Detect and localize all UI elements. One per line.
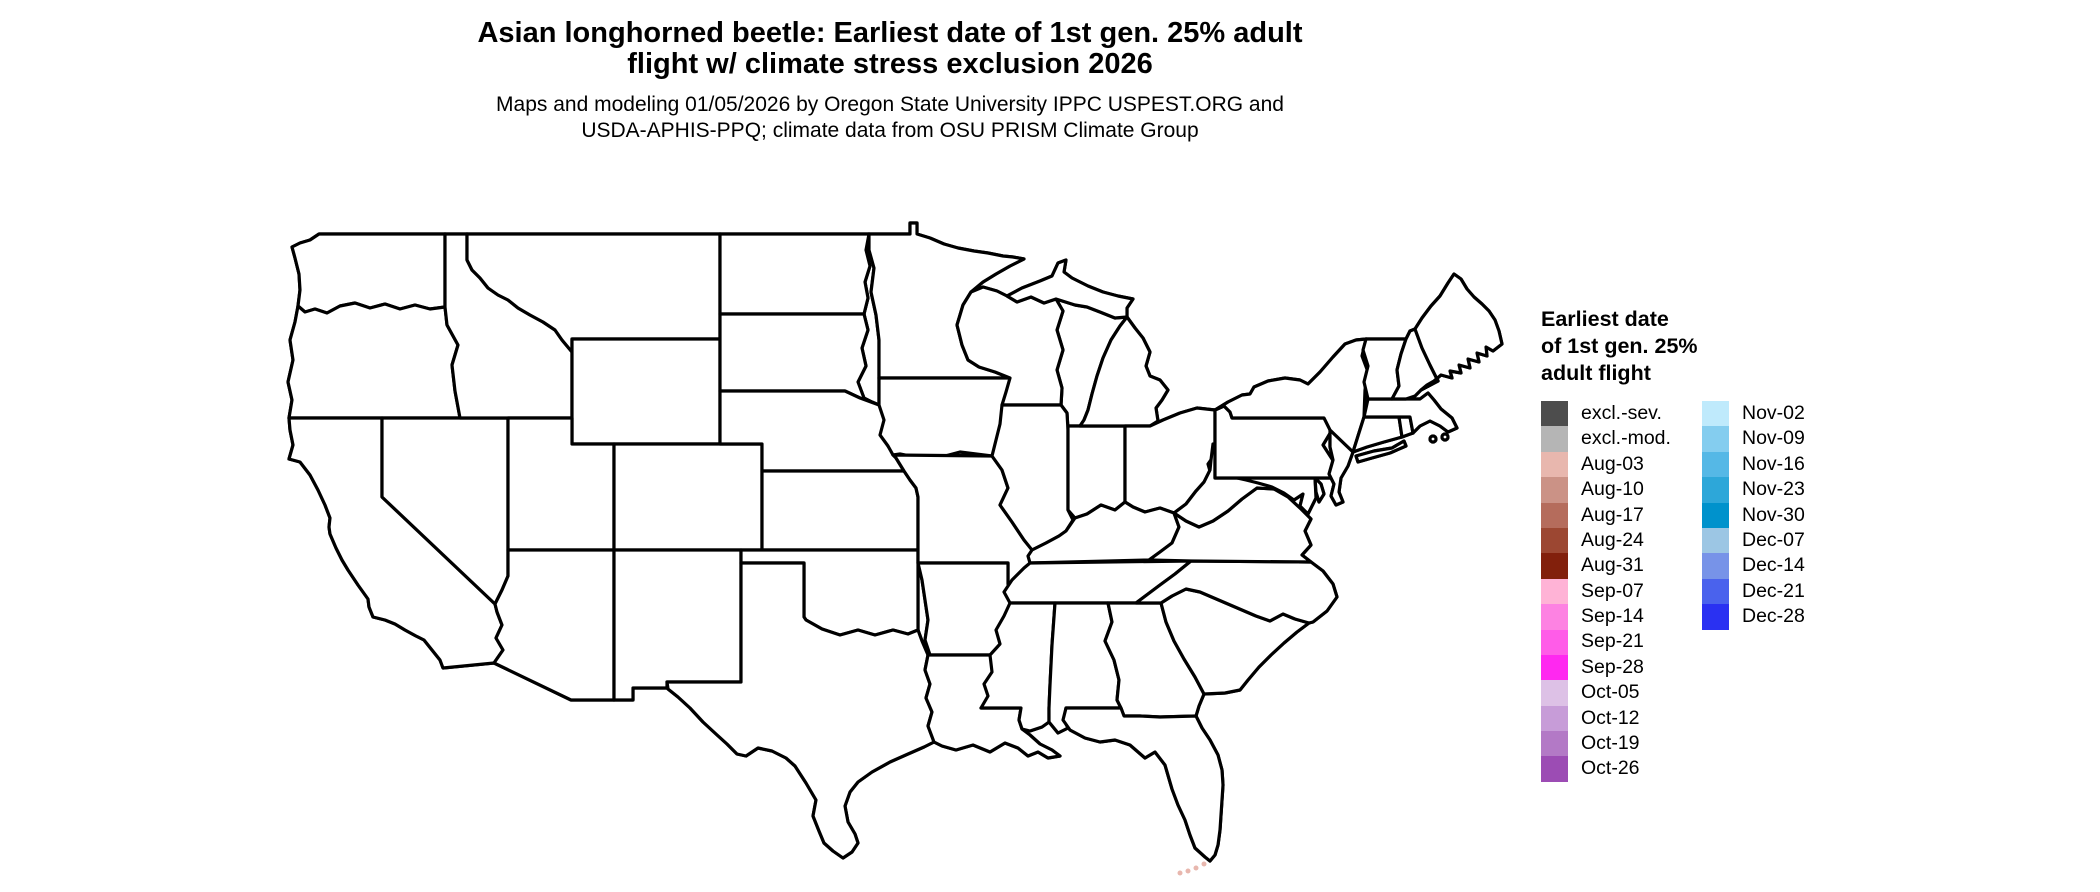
legend-row: excl.-sev. [1541,401,1702,427]
map-title-line1: Asian longhorned beetle: Earliest date o… [477,17,1303,49]
legend-row: Nov-16 [1702,451,1805,478]
legend-row: excl.-mod. [1541,426,1702,452]
legend-swatch-oct-12 [1541,705,1568,732]
map-subtitle: Maps and modeling 01/05/2026 by Oregon S… [0,92,1780,144]
band-sep-07 [667,776,1242,861]
legend-label: Aug-10 [1581,478,1644,501]
legend-row: Oct-12 [1541,705,1702,732]
legend-label: Oct-05 [1581,681,1640,704]
legend-label: Sep-14 [1581,605,1644,628]
legend-swatch-dec-28 [1702,604,1729,630]
legend-swatch-aug-10 [1541,477,1568,503]
legend-label: Nov-30 [1742,503,1805,526]
legend-swatch-sep-28 [1541,654,1568,681]
legend-label: Nov-16 [1742,452,1805,475]
legend-label: Dec-21 [1742,579,1805,602]
legend-row: Oct-05 [1541,680,1702,706]
legend-label: Sep-21 [1581,630,1644,653]
legend-label: Nov-23 [1742,478,1805,501]
legend-swatch-oct-19 [1541,731,1568,757]
legend-label: Dec-14 [1742,554,1805,577]
map-title: Asian longhorned beetle: Earliest date o… [0,18,1780,80]
legend-label: Nov-09 [1742,427,1805,450]
map-title-line2: flight w/ climate stress exclusion 2026 [627,48,1153,80]
legend-row: Dec-28 [1702,604,1805,630]
legend-label: excl.-mod. [1581,427,1671,450]
state-borders-top [286,221,1504,863]
legend-label: Aug-03 [1581,452,1644,475]
legend-swatch-nov-16 [1702,451,1729,478]
legend-label: Dec-07 [1742,528,1805,551]
legend-label: Nov-02 [1742,401,1805,424]
legend-swatch-oct-26 [1541,756,1568,782]
legend-swatch-sep-21 [1541,629,1568,655]
legend-row: Sep-14 [1541,604,1702,630]
legend-column-1: excl.-sev. excl.-mod. Aug-03 Aug-10 Aug-… [1541,401,1702,782]
legend-swatch-oct-05 [1541,680,1568,706]
legend-swatch-excl-mod [1541,426,1568,452]
legend-row: Nov-30 [1702,502,1805,528]
legend-row: Dec-07 [1702,527,1805,554]
legend-swatch-aug-31 [1541,553,1568,579]
legend-label: Oct-12 [1581,706,1640,729]
legend-swatch-excl-sev [1541,401,1568,427]
legend-row: Aug-17 [1541,502,1702,528]
legend-column-2: Nov-02 Nov-09 Nov-16 Nov-23 Nov-30 Dec-0… [1702,401,1805,782]
legend-swatch-nov-30 [1702,502,1729,528]
legend-row: Aug-24 [1541,527,1702,554]
legend-label: Aug-31 [1581,554,1644,577]
legend-label: Oct-26 [1581,757,1640,780]
legend-swatch-sep-14 [1541,604,1568,630]
legend-row: Oct-26 [1541,756,1702,782]
legend-row: Nov-09 [1702,426,1805,452]
florida-keys-aug-03 [1177,861,1207,876]
legend-swatch-sep-07 [1541,578,1568,605]
legend-label: Aug-17 [1581,503,1644,526]
legend-swatch-aug-03 [1541,451,1568,478]
map-subtitle-line1: Maps and modeling 01/05/2026 by Oregon S… [496,93,1284,116]
legend-row: Aug-03 [1541,451,1702,478]
legend-row: Dec-14 [1702,553,1805,579]
legend-swatch-nov-09 [1702,426,1729,452]
legend-row: Oct-19 [1541,731,1702,757]
legend-label: excl.-sev. [1581,401,1662,424]
legend-row: Dec-21 [1702,578,1805,605]
legend: Earliest date of 1st gen. 25% adult flig… [1541,306,1971,782]
legend-swatch-nov-02 [1702,401,1729,427]
legend-swatch-nov-23 [1702,477,1729,503]
legend-label: Dec-28 [1742,605,1805,628]
legend-row: Nov-02 [1702,401,1805,427]
legend-swatch-aug-24 [1541,527,1568,554]
legend-swatch-dec-21 [1702,578,1729,605]
legend-row: Aug-31 [1541,553,1702,579]
legend-row: Sep-21 [1541,629,1702,655]
el-paso-speck-oct-12 [661,692,666,697]
legend-swatch-aug-17 [1541,502,1568,528]
legend-label: Aug-24 [1581,528,1644,551]
legend-label: Sep-28 [1581,655,1644,678]
legend-row: Sep-07 [1541,578,1702,605]
legend-label: Sep-07 [1581,579,1644,602]
legend-swatch-dec-14 [1702,553,1729,579]
legend-row: Nov-23 [1702,477,1805,503]
legend-columns: excl.-sev. excl.-mod. Aug-03 Aug-10 Aug-… [1541,401,1971,782]
legend-title: Earliest date of 1st gen. 25% adult flig… [1541,307,1698,385]
legend-label: Oct-19 [1581,732,1640,755]
band-sep-14 [667,748,1244,861]
map-subtitle-line2: USDA-APHIS-PPQ; climate data from OSU PR… [581,119,1199,142]
legend-row: Aug-10 [1541,477,1702,503]
legend-row: Sep-28 [1541,654,1702,681]
legend-swatch-dec-07 [1702,527,1729,554]
